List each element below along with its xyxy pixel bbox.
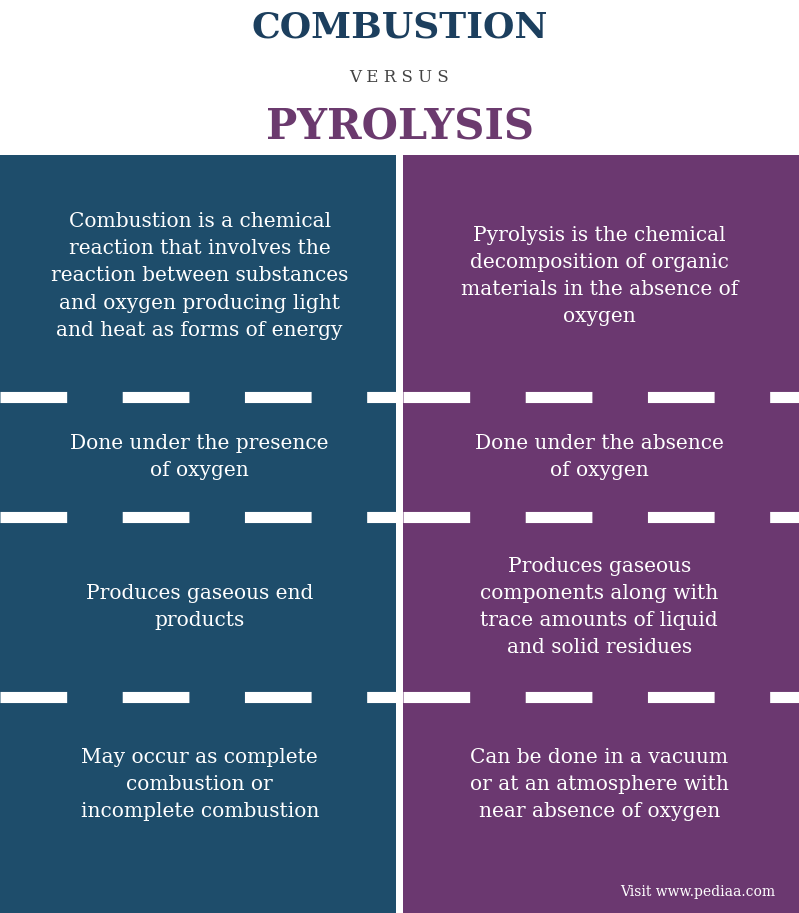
Text: Pyrolysis is the chemical
decomposition of organic
materials in the absence of
o: Pyrolysis is the chemical decomposition …	[461, 226, 737, 326]
Bar	[403, 872, 799, 913]
Bar	[0, 155, 396, 397]
Text: Visit www.pediaa.com: Visit www.pediaa.com	[620, 886, 775, 899]
Text: V E R S U S: V E R S U S	[350, 69, 449, 86]
Bar	[0, 397, 396, 518]
Text: Can be done in a vacuum
or at an atmosphere with
near absence of oxygen: Can be done in a vacuum or at an atmosph…	[470, 748, 729, 821]
Text: PYROLYSIS: PYROLYSIS	[265, 106, 534, 148]
Bar	[0, 872, 396, 913]
Text: Produces gaseous end
products: Produces gaseous end products	[86, 584, 313, 630]
Bar	[403, 518, 799, 697]
Bar	[403, 397, 799, 518]
Text: May occur as complete
combustion or
incomplete combustion: May occur as complete combustion or inco…	[81, 748, 319, 821]
Bar	[0, 697, 396, 872]
Text: COMBUSTION: COMBUSTION	[251, 11, 548, 45]
Text: Combustion is a chemical
reaction that involves the
reaction between substances
: Combustion is a chemical reaction that i…	[51, 212, 348, 340]
Text: Done under the absence
of oxygen: Done under the absence of oxygen	[475, 434, 724, 480]
Bar	[403, 155, 799, 397]
Text: Produces gaseous
components along with
trace amounts of liquid
and solid residue: Produces gaseous components along with t…	[480, 557, 718, 657]
Bar	[403, 697, 799, 872]
Bar	[0, 518, 396, 697]
Text: Done under the presence
of oxygen: Done under the presence of oxygen	[70, 434, 329, 480]
